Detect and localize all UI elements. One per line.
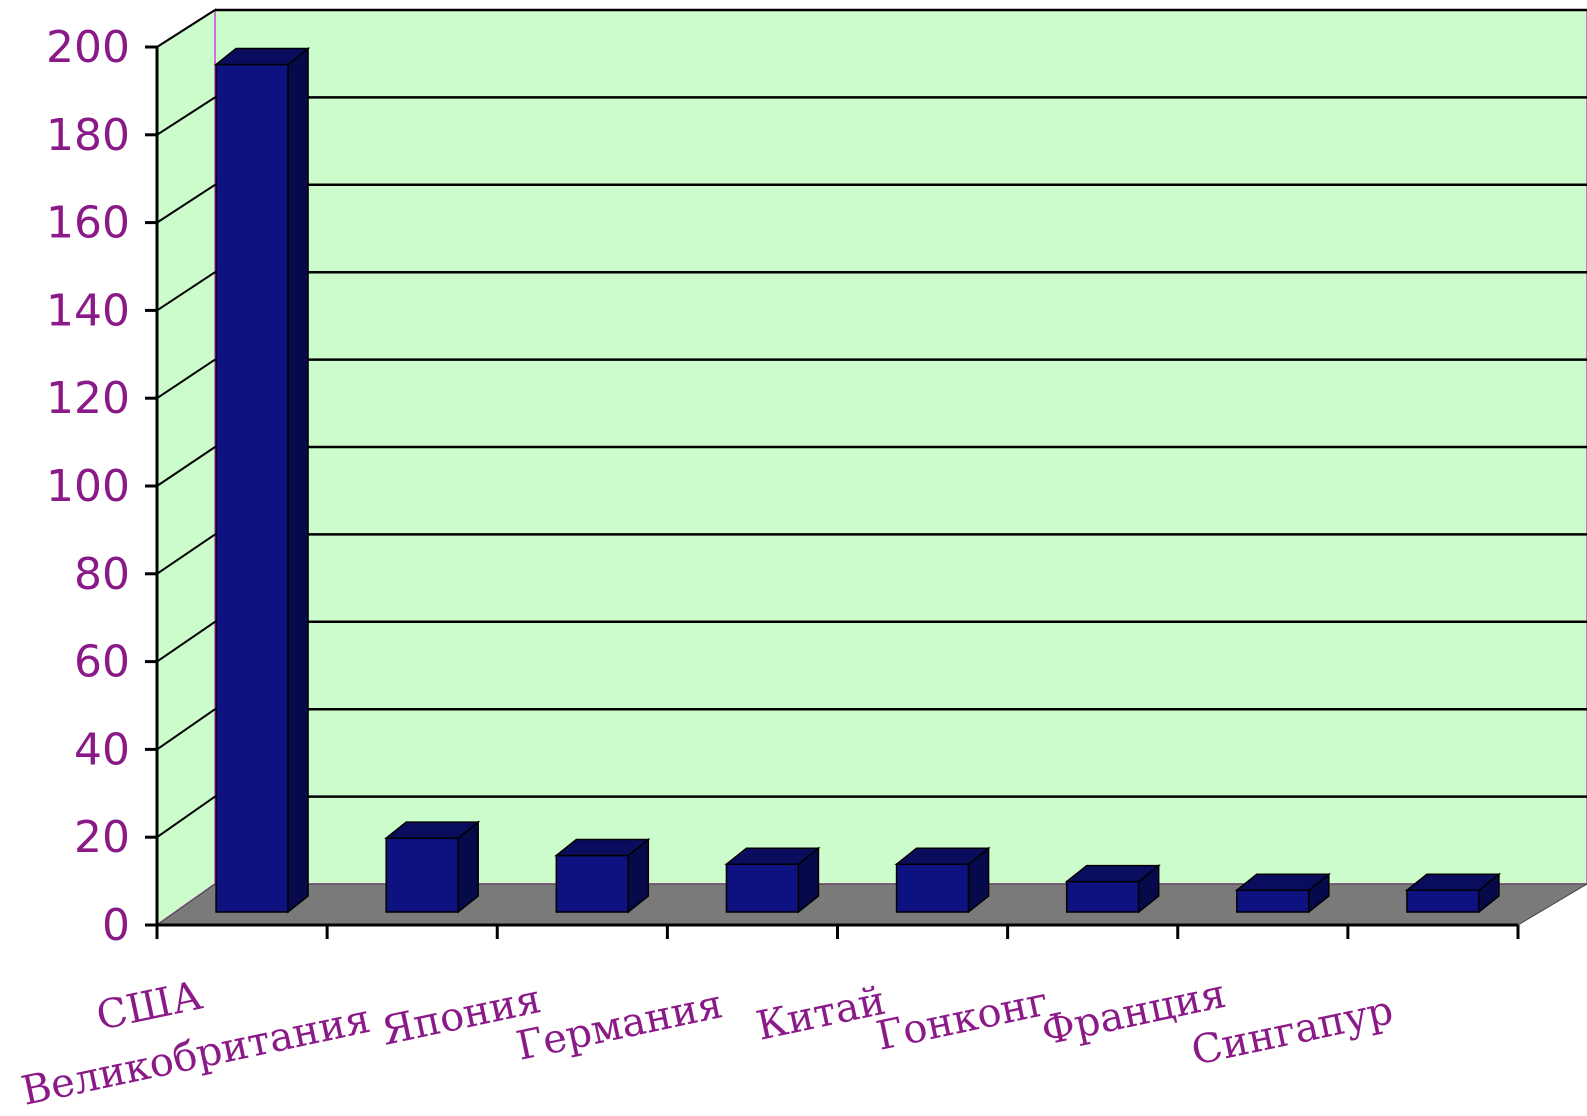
bar-front <box>555 854 630 913</box>
side-gridline <box>156 96 216 136</box>
y-axis-tick-labels: 0 20 40 60 80 100 120 140 160 180 200 <box>46 22 130 951</box>
y-tick-label: 0 <box>102 900 130 951</box>
bar-top <box>724 847 821 865</box>
bar-top <box>554 838 651 857</box>
bar <box>554 837 651 914</box>
y-tick-label: 60 <box>74 637 130 688</box>
bar-front <box>725 863 800 913</box>
axes <box>145 45 1520 939</box>
bar <box>1404 872 1502 914</box>
y-tick-label: 40 <box>74 724 130 775</box>
x-category-label: Китай <box>753 978 890 1050</box>
bar-top <box>213 47 311 66</box>
bar <box>1234 872 1331 914</box>
bar-side <box>287 46 309 914</box>
side-gridline <box>156 533 216 575</box>
bar-front <box>215 63 289 913</box>
bar-top <box>1234 873 1331 892</box>
y-tick-label: 200 <box>46 22 130 73</box>
bar <box>213 46 311 914</box>
side-gridline <box>156 620 216 663</box>
bar <box>384 820 481 914</box>
bar-top <box>1064 864 1161 883</box>
bar-front <box>1065 880 1140 913</box>
side-gridline <box>156 271 216 312</box>
x-category-label: США <box>93 973 207 1040</box>
bar <box>894 846 991 914</box>
bar <box>724 846 821 914</box>
side-gridline <box>156 446 216 487</box>
side-gridline <box>156 795 216 839</box>
chart-floor <box>155 883 1587 926</box>
bar-top <box>1404 873 1502 892</box>
y-tick-label: 160 <box>46 198 130 249</box>
bar-front <box>895 863 970 913</box>
floor-plane <box>155 883 1587 926</box>
bar-front <box>1236 889 1310 913</box>
chart-walls <box>156 8 1587 927</box>
y-tick-label: 180 <box>46 110 130 161</box>
side-gridline <box>156 358 216 400</box>
bar-front <box>1406 889 1480 913</box>
y-tick-label: 100 <box>46 461 130 512</box>
bar <box>1064 864 1161 914</box>
y-tick-label: 120 <box>46 373 130 424</box>
y-tick-label: 20 <box>74 812 130 863</box>
x-category-label: Гонконг <box>873 979 1053 1060</box>
side-gridline <box>156 9 216 48</box>
gridlines <box>156 8 1587 839</box>
y-tick-label: 80 <box>74 549 130 600</box>
x-category-label: Германия <box>513 981 727 1070</box>
y-tick-label: 140 <box>46 285 130 336</box>
side-gridline <box>156 183 216 224</box>
side-gridline <box>156 708 216 751</box>
bar-front <box>385 837 459 913</box>
bars <box>213 46 1502 914</box>
bar-top <box>384 821 481 839</box>
bar-top <box>894 847 991 865</box>
